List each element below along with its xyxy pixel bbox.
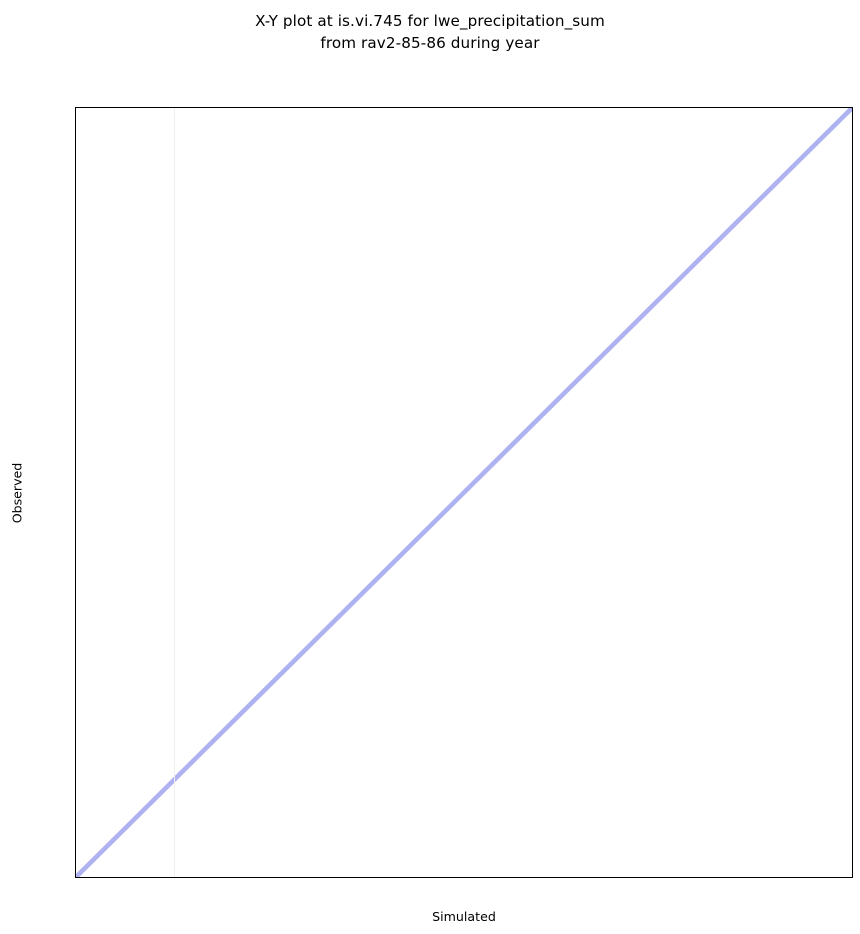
x-axis-label: Simulated [432, 909, 496, 924]
chart-title: X-Y plot at is.vi.745 for lwe_precipitat… [255, 12, 605, 52]
one-to-one-line [76, 108, 852, 877]
grid-line-vertical [174, 108, 176, 877]
y-axis-label: Observed [7, 107, 27, 878]
y-axis-label-text: Observed [9, 462, 25, 523]
plot-area[interactable] [75, 107, 853, 878]
